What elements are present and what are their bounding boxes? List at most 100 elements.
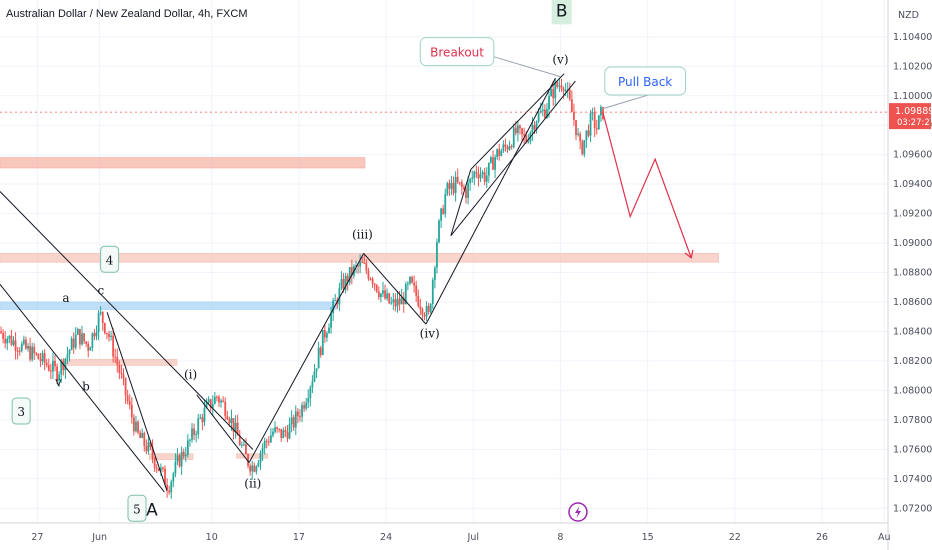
candle-body (533, 124, 536, 130)
candle-body (232, 418, 235, 433)
price-tick-label: 1.07600 (893, 444, 932, 455)
candle-body (589, 113, 592, 136)
candle-body (124, 378, 127, 396)
candle-body (357, 265, 359, 267)
candle-body (492, 157, 494, 170)
candle-body (523, 134, 526, 136)
candle-body (564, 90, 567, 92)
candle-body (253, 465, 256, 472)
wedge-upper (470, 73, 565, 170)
candle-body (95, 332, 98, 337)
candle-body (417, 295, 420, 307)
candle-body (479, 174, 482, 179)
candle-body (496, 149, 499, 158)
candle-body (404, 284, 407, 305)
candle-body (70, 338, 73, 351)
price-tick-label: 1.09000 (893, 238, 932, 249)
wave-iii-iv (363, 253, 427, 325)
candle-body (112, 335, 115, 357)
candle-body (274, 427, 276, 432)
candle-body (294, 411, 297, 428)
candle-body (120, 372, 123, 374)
candle-body (346, 275, 349, 283)
candle-body (359, 261, 362, 267)
candle-body (338, 287, 341, 305)
candle-body (290, 417, 293, 425)
candle-body (230, 418, 233, 424)
candle-body (79, 329, 81, 345)
wave-ii-iii (248, 253, 365, 463)
candle-body (37, 353, 40, 360)
price-tick-label: 1.09600 (893, 150, 932, 161)
candle-body (436, 242, 438, 268)
price-tick-label: 1.07200 (893, 503, 932, 514)
candle-body (521, 128, 523, 135)
time-tick-label: 27 (31, 532, 43, 543)
callout-text: Pull Back (618, 75, 672, 89)
price-axis-bg (888, 0, 932, 550)
candle-body (292, 417, 295, 428)
candle-body (587, 130, 590, 136)
price-tick-label: 1.08600 (893, 297, 932, 308)
candle-body (402, 297, 405, 305)
candle-body (585, 130, 588, 141)
wave-box-label: 4 (106, 253, 114, 267)
candle-body (458, 182, 461, 184)
candle-body (236, 422, 239, 436)
candle-body (118, 364, 121, 373)
candle-body (512, 127, 515, 148)
candle-body (487, 162, 490, 176)
candle-body (76, 329, 79, 335)
candle-body (548, 96, 550, 110)
candle-body (444, 194, 447, 214)
price-axis[interactable]: NZD 1.07200 1.07400 1.07600 1.07800 1.08000 1.… (887, 0, 932, 550)
time-axis[interactable]: 27 Jun 10 17 24 Jul 8 15 22 26 Au (0, 522, 891, 543)
candle-body (178, 455, 181, 467)
wedge-lower (450, 80, 576, 237)
candle-body (363, 262, 366, 264)
candle-body (224, 401, 227, 417)
candle-body (197, 418, 200, 435)
candle-body (272, 431, 274, 436)
candle-body (280, 428, 283, 438)
candle-body (502, 144, 505, 151)
candle-body (448, 183, 451, 189)
candle-body (342, 279, 345, 290)
time-tick-label: 10 (206, 532, 218, 543)
lightning-icon[interactable] (568, 502, 588, 522)
candle-body (251, 465, 254, 472)
candle-body (222, 400, 225, 402)
candle-body (52, 360, 54, 372)
price-tick-label: 1.08400 (893, 326, 932, 337)
candle-body (446, 183, 449, 195)
candle-body (143, 433, 146, 446)
price-tick-label: 1.09200 (893, 209, 932, 220)
candle-body (170, 481, 173, 493)
candle-body (201, 417, 204, 423)
candle-body (87, 343, 90, 351)
candle-body (286, 432, 289, 439)
last-price-badge (889, 103, 931, 130)
candle-body (427, 306, 430, 313)
candle-body (49, 370, 52, 372)
candle-body (543, 109, 546, 118)
candle-body (128, 401, 131, 405)
candle-body (467, 183, 469, 198)
candle-body (213, 396, 216, 404)
candle-body (257, 462, 260, 467)
candle-body (18, 350, 21, 352)
candle-body (510, 146, 513, 148)
candle-body (193, 428, 195, 435)
candle-body (481, 172, 484, 175)
candle-body (159, 467, 162, 471)
projection-path (602, 111, 694, 259)
candle-body (525, 135, 528, 142)
candle-body (299, 416, 301, 418)
time-tick-label: 15 (642, 532, 654, 543)
candle-body (234, 422, 237, 433)
candle-body (267, 441, 270, 443)
candle-body (367, 270, 370, 279)
candle-body (550, 89, 553, 97)
candle-body (269, 435, 272, 443)
